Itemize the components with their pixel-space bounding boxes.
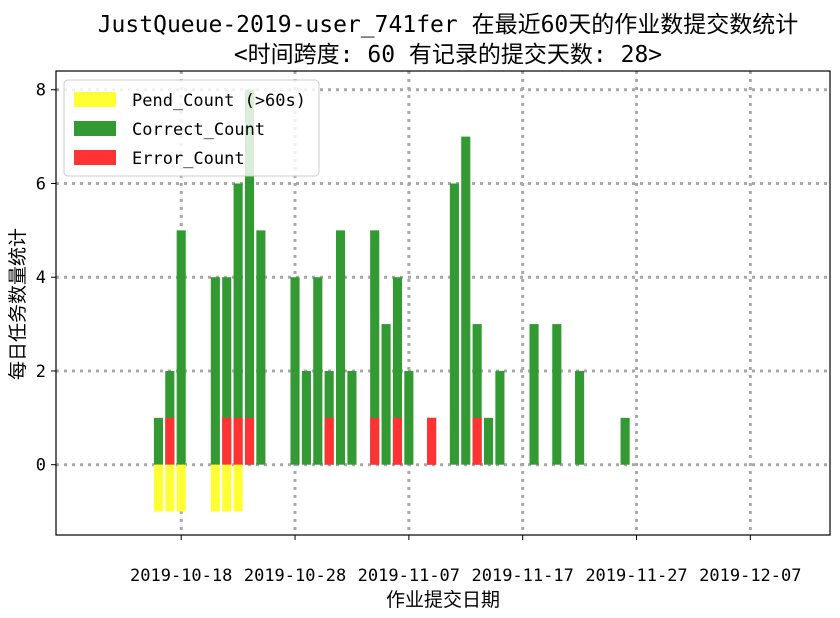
bar-correct-2019-11-15 bbox=[495, 370, 505, 465]
bar-error-2019-10-31 bbox=[324, 417, 334, 465]
chart-title-line1: JustQueue-2019-user_741fer 在最近60天的作业数提交数… bbox=[98, 12, 799, 38]
bar-pend-2019-10-22 bbox=[222, 464, 232, 512]
x-tick-label: 2019-11-07 bbox=[358, 566, 460, 586]
plot-frame bbox=[55, 70, 831, 536]
bar-correct-2019-10-16 bbox=[153, 417, 163, 465]
y-tick-label: 8 bbox=[36, 81, 46, 101]
legend: Pend_Count (>60s) Correct_Count Error_Co… bbox=[63, 79, 320, 177]
bar-pend-2019-10-18 bbox=[176, 464, 186, 512]
bar-correct-2019-11-01 bbox=[336, 230, 346, 465]
x-tick-label: 2019-10-28 bbox=[244, 566, 346, 586]
bar-correct-2019-11-14 bbox=[483, 417, 494, 465]
bar-error-2019-11-04 bbox=[370, 417, 380, 465]
bar-correct-2019-11-11 bbox=[449, 183, 459, 465]
bar-error-2019-10-23 bbox=[233, 417, 243, 465]
bar-correct-2019-11-04 bbox=[370, 230, 380, 465]
y-tick-label: 2 bbox=[36, 362, 46, 382]
bar-pend-2019-10-16 bbox=[153, 464, 163, 512]
bar-pend-2019-10-17 bbox=[165, 464, 175, 512]
bar-correct-2019-11-07 bbox=[404, 370, 414, 465]
bar-error-2019-10-22 bbox=[222, 417, 232, 465]
bar-correct-2019-10-23 bbox=[233, 183, 243, 465]
bar-correct-2019-11-13 bbox=[472, 324, 482, 465]
x-tick-label: 2019-10-18 bbox=[130, 566, 232, 586]
bar-error-2019-10-17 bbox=[165, 417, 175, 465]
x-axis: 2019-10-18 2019-10-28 2019-11-07 2019-11-17… bbox=[130, 535, 802, 586]
legend-box bbox=[63, 79, 320, 177]
legend-label-correct: Correct_Count bbox=[132, 120, 265, 140]
legend-label-pend: Pend_Count (>60s) bbox=[132, 91, 306, 111]
bar-correct-2019-11-18 bbox=[529, 324, 539, 465]
bar-correct-2019-11-06 bbox=[392, 277, 403, 465]
x-tick-label: 2019-11-17 bbox=[471, 566, 573, 586]
bars bbox=[153, 89, 630, 512]
x-tick-label: 2019-11-27 bbox=[585, 566, 687, 586]
bar-correct-2019-10-18 bbox=[176, 230, 186, 465]
legend-label-error: Error_Count bbox=[132, 149, 245, 169]
x-tick-label: 2019-12-07 bbox=[699, 566, 801, 586]
y-tick-label: 0 bbox=[36, 456, 46, 476]
legend-swatch-error bbox=[74, 150, 116, 165]
bar-correct-2019-10-28 bbox=[290, 277, 300, 465]
bar-correct-2019-10-25 bbox=[256, 230, 266, 465]
bar-correct-2019-10-30 bbox=[313, 277, 323, 465]
chart-title-line2: <时间跨度: 60 有记录的提交天数: 28> bbox=[234, 42, 662, 68]
bar-correct-2019-11-26 bbox=[620, 417, 630, 465]
bar-pend-2019-10-21 bbox=[210, 464, 220, 512]
bar-error-2019-10-24 bbox=[244, 417, 255, 465]
bar-correct-2019-11-05 bbox=[381, 324, 391, 465]
bar-correct-2019-10-24 bbox=[244, 89, 255, 465]
bar-correct-2019-10-21 bbox=[210, 277, 220, 465]
bar-error-2019-11-13 bbox=[472, 417, 482, 465]
x-axis-label: 作业提交日期 bbox=[386, 589, 500, 611]
legend-swatch-correct bbox=[74, 121, 116, 136]
bar-correct-2019-11-22 bbox=[575, 370, 585, 465]
y-axis-label: 每日任务数量统计 bbox=[7, 228, 29, 380]
y-tick-label: 4 bbox=[36, 268, 46, 288]
bar-error-2019-11-09 bbox=[427, 417, 437, 465]
bar-error-2019-11-06 bbox=[392, 417, 403, 465]
bar-correct-2019-11-20 bbox=[552, 324, 562, 465]
bar-correct-2019-11-02 bbox=[347, 370, 357, 465]
bar-pend-2019-10-23 bbox=[233, 464, 243, 512]
y-axis: 0 2 4 6 8 bbox=[36, 81, 56, 476]
bar-correct-2019-11-12 bbox=[461, 136, 471, 465]
bar-correct-2019-10-29 bbox=[301, 370, 311, 465]
y-tick-label: 6 bbox=[36, 174, 46, 194]
bar-correct-2019-10-22 bbox=[222, 277, 232, 465]
legend-swatch-pend bbox=[74, 92, 116, 107]
